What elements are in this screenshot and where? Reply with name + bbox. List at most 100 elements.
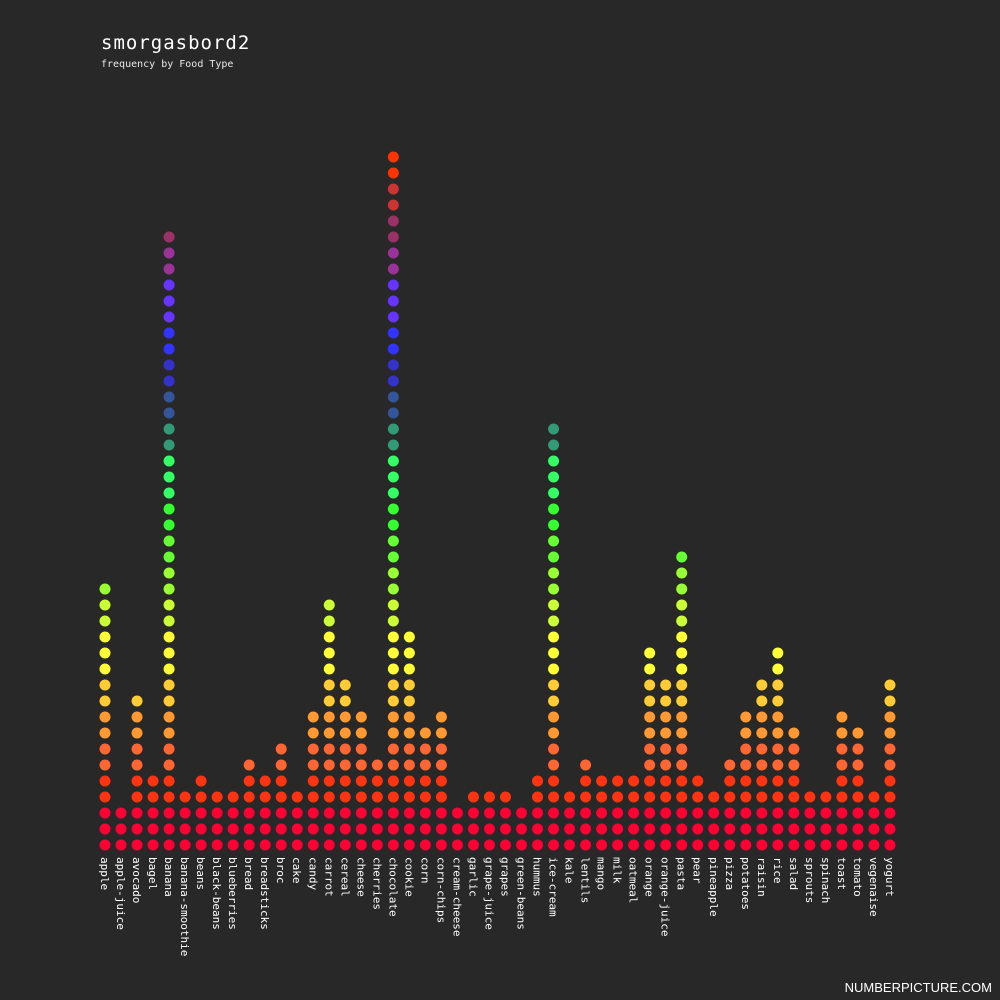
dot [323, 631, 335, 643]
dot [500, 823, 511, 835]
dot [756, 727, 768, 739]
dot [163, 679, 175, 691]
dot [355, 759, 367, 771]
dot [403, 791, 415, 803]
dot [163, 839, 175, 851]
dot [772, 791, 784, 803]
category-label: orange [643, 857, 656, 897]
dot [259, 791, 271, 803]
dot [516, 823, 528, 835]
column-blueberries [227, 791, 239, 851]
dot [676, 599, 688, 611]
dot [676, 679, 688, 691]
dot [323, 839, 335, 851]
dot [692, 807, 704, 819]
column-orange [644, 647, 656, 851]
dot [772, 695, 784, 707]
dot [628, 791, 640, 803]
dot [291, 823, 303, 835]
column-cream-cheese [451, 807, 463, 851]
dot [676, 551, 688, 563]
dot [548, 807, 560, 819]
dot [884, 823, 896, 835]
dot [323, 663, 335, 675]
dot [788, 839, 800, 851]
dot [788, 823, 800, 835]
category-label: breadsticks [258, 857, 271, 930]
dot [756, 823, 768, 835]
dot [435, 791, 447, 803]
dot [676, 775, 688, 787]
dot [163, 375, 175, 387]
dot [163, 455, 175, 467]
dot [355, 839, 367, 851]
dot [147, 807, 159, 819]
category-label: cake [290, 857, 303, 884]
dot [644, 727, 656, 739]
dot [756, 791, 768, 803]
dot [163, 807, 175, 819]
dot [644, 791, 656, 803]
dot [868, 791, 880, 803]
dot [724, 775, 736, 787]
dot [275, 743, 287, 755]
dot [644, 711, 656, 723]
category-label: raisin [755, 857, 768, 897]
category-label: banana-smoothie [178, 857, 191, 956]
dot [836, 791, 848, 803]
dot [532, 823, 544, 835]
dot [211, 791, 223, 803]
dot [660, 791, 672, 803]
dot [243, 839, 255, 851]
dot [387, 631, 399, 643]
column-pizza [724, 759, 736, 851]
dot [676, 727, 688, 739]
dot [323, 647, 335, 659]
dot [644, 839, 656, 851]
column-kale [564, 791, 576, 851]
dot [419, 759, 431, 771]
chart-subtitle: frequency by Food Type [101, 59, 234, 70]
dot [435, 759, 447, 771]
dot [820, 791, 832, 803]
column-rice [772, 647, 784, 851]
dot [323, 695, 335, 707]
category-label: grapes [499, 857, 512, 897]
dot [243, 823, 255, 835]
dot [676, 567, 688, 579]
dot [435, 727, 447, 739]
dot [548, 727, 560, 739]
dot [403, 807, 415, 819]
dot [99, 663, 111, 675]
dot [804, 807, 816, 819]
dot [884, 759, 896, 771]
dot [596, 791, 608, 803]
dot [435, 711, 447, 723]
column-pear [692, 775, 704, 851]
dot [99, 743, 111, 755]
dot [836, 759, 848, 771]
category-label: corn [418, 857, 431, 884]
dot [323, 711, 335, 723]
dot [99, 583, 111, 595]
dot [419, 775, 431, 787]
category-label: grape-juice [482, 857, 495, 930]
dot [740, 711, 752, 723]
column-carrot [323, 599, 335, 851]
dot [548, 711, 560, 723]
dot [564, 823, 576, 835]
dot [163, 535, 175, 547]
dot [548, 599, 560, 611]
dot [115, 807, 127, 819]
dot [323, 679, 335, 691]
category-label: oatmeal [627, 857, 640, 903]
dot [676, 631, 688, 643]
dot [163, 615, 175, 627]
column-corn [419, 727, 431, 851]
dot [195, 775, 207, 787]
dot [163, 823, 175, 835]
dot [227, 823, 239, 835]
dot [451, 807, 463, 819]
dot [131, 711, 143, 723]
